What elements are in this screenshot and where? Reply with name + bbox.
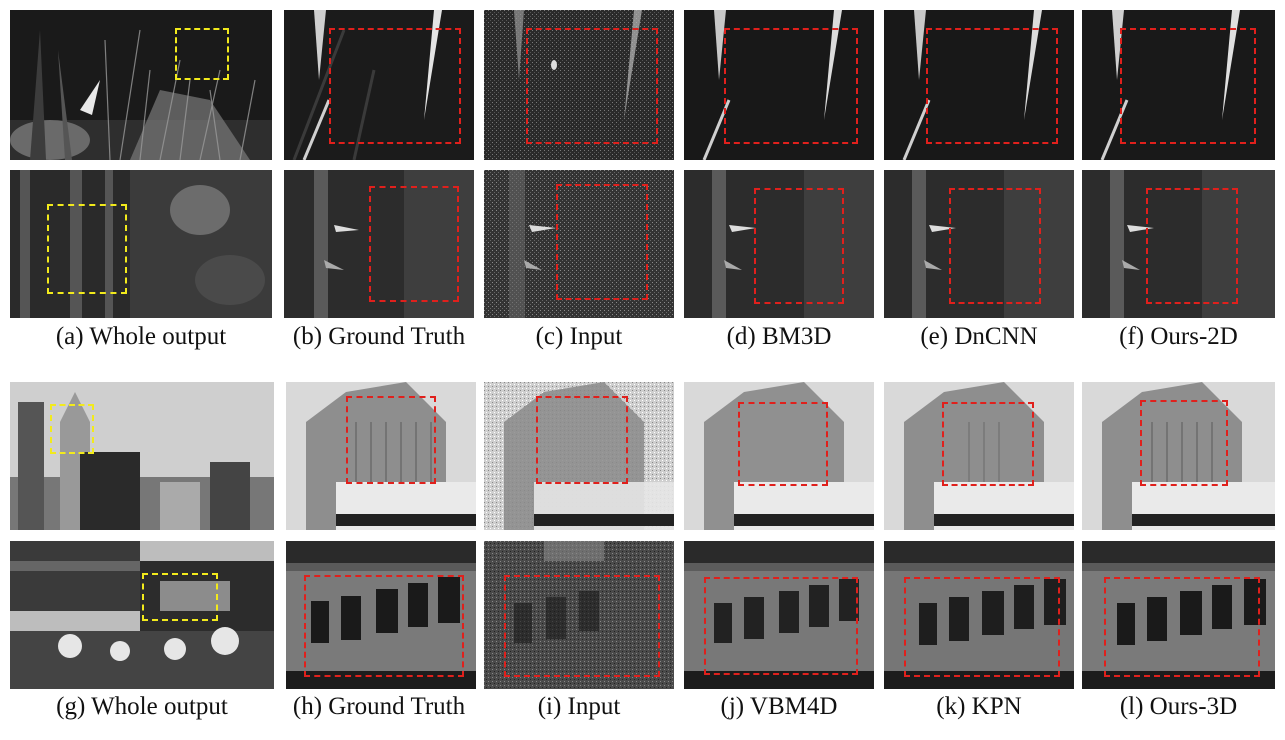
caption-h: (h) Ground Truth	[292, 693, 466, 720]
caption-d: (d) BM3D	[726, 323, 832, 350]
dncnn-stems-crop	[884, 170, 1074, 318]
caption-f: (f) Ours-2D	[1119, 323, 1238, 350]
ground-truth-sign-crop	[286, 541, 476, 689]
dncnn-grass-crop	[884, 10, 1074, 160]
ground-truth-skyline-crop	[286, 382, 476, 530]
whole-output-skyline-image	[10, 382, 274, 530]
whole-output-stems-image	[10, 170, 272, 318]
ours-3d-sign-crop	[1082, 541, 1275, 689]
ours-3d-skyline-crop	[1082, 382, 1275, 530]
ground-truth-stems-crop	[284, 170, 474, 318]
input-sign-crop	[484, 541, 674, 689]
input-grass-crop	[484, 10, 674, 160]
vbm4d-skyline-crop	[684, 382, 874, 530]
ground-truth-grass-crop	[284, 10, 474, 160]
input-skyline-crop	[484, 382, 674, 530]
caption-j: (j) VBM4D	[720, 693, 838, 720]
caption-c: (c) Input	[535, 323, 623, 350]
caption-e: (e) DnCNN	[920, 323, 1038, 350]
input-stems-crop	[484, 170, 674, 318]
vbm4d-sign-crop	[684, 541, 874, 689]
bm3d-stems-crop	[684, 170, 874, 318]
kpn-skyline-crop	[884, 382, 1074, 530]
caption-i: (i) Input	[537, 693, 621, 720]
kpn-sign-crop	[884, 541, 1074, 689]
whole-output-temple-image	[10, 541, 274, 689]
ours-2d-grass-crop	[1082, 10, 1275, 160]
ours-2d-stems-crop	[1082, 170, 1275, 318]
caption-g: (g) Whole output	[56, 693, 228, 720]
caption-b: (b) Ground Truth	[292, 323, 466, 350]
bm3d-grass-crop	[684, 10, 874, 160]
caption-a: (a) Whole output	[55, 323, 227, 350]
caption-k: (k) KPN	[936, 693, 1022, 720]
whole-output-grass-image	[10, 10, 272, 160]
caption-l: (l) Ours-3D	[1119, 693, 1238, 720]
